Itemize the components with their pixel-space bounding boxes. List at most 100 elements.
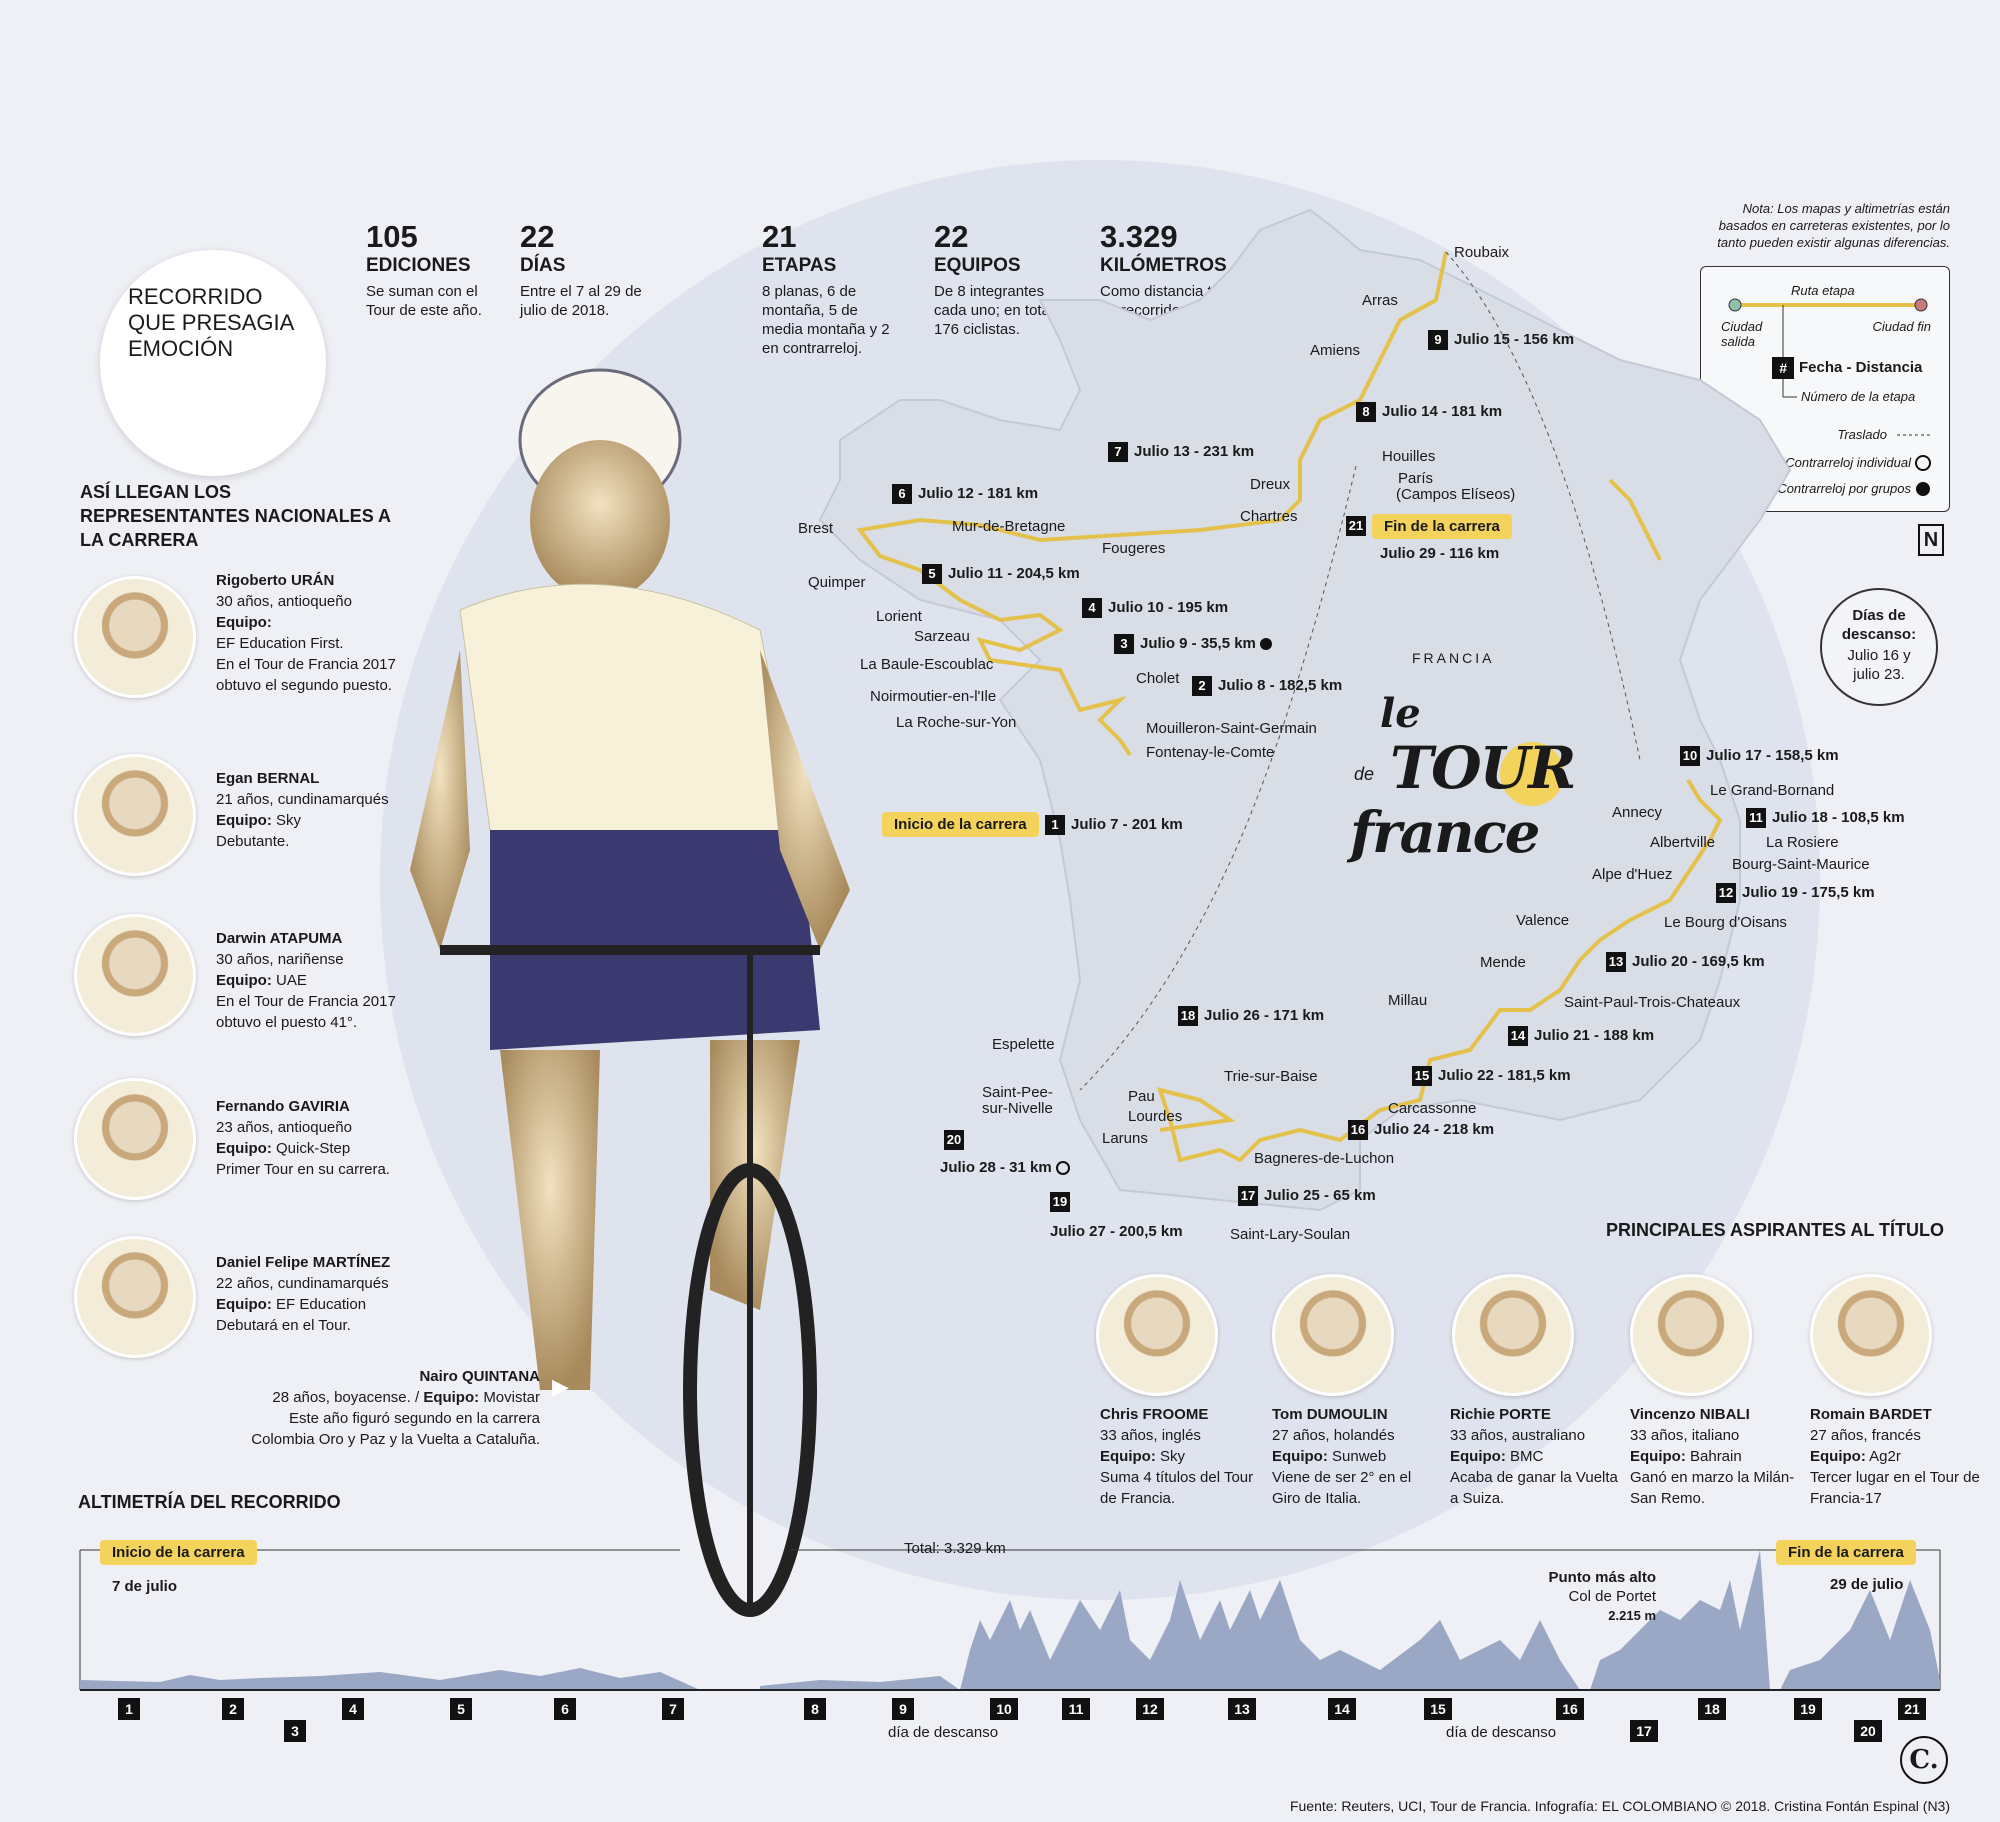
rider-age: 33 años, italiano	[1630, 1427, 1740, 1444]
rider-bardet: Romain BARDET 27 años, francés Equipo: A…	[1810, 1404, 1980, 1509]
rider-name: Vincenzo NIBALI	[1630, 1406, 1750, 1423]
stat-desc: De 8 integrantes cada uno; en total 176 …	[934, 283, 1054, 338]
stage-18-label: 18 Julio 26 - 171 km	[1178, 1006, 1325, 1027]
altimetry-stage-13: 13	[1228, 1698, 1256, 1720]
legend-team-tt: Contrarreloj por grupos	[1777, 481, 1911, 496]
rider-note: Tercer lugar en el Tour de Francia-17	[1810, 1469, 1980, 1507]
stage-number: 15	[1412, 1066, 1432, 1087]
rider-age: 22 años, cundinamarqués	[216, 1275, 389, 1292]
stage-number: 16	[1348, 1120, 1368, 1141]
stage-date: Julio 14 - 181 km	[1382, 403, 1503, 420]
stat-number: 21	[762, 219, 797, 254]
altimetry-stage-10: 10	[990, 1698, 1018, 1720]
rider-dumoulin: Tom DUMOULIN 27 años, holandés Equipo: S…	[1272, 1404, 1442, 1509]
city-label: Carcassonne	[1388, 1100, 1477, 1117]
rider-team-label: Equipo:	[216, 812, 272, 829]
city-label: Le Bourg d'Oisans	[1664, 914, 1787, 931]
stage-4-label: 4 Julio 10 - 195 km	[1082, 598, 1228, 619]
rider-team: EF Education	[276, 1296, 367, 1313]
stage-number: 18	[1178, 1006, 1198, 1027]
stat-label: KILÓMETROS	[1100, 255, 1227, 276]
stat-label: DÍAS	[520, 255, 566, 276]
country-label: FRANCIA	[1412, 650, 1495, 666]
arrow-right-icon: ▶	[552, 1374, 569, 1399]
stat-desc: 8 planas, 6 de montaña, 5 de media monta…	[762, 283, 890, 357]
stage-16-label: 16 Julio 24 - 218 km	[1348, 1120, 1494, 1141]
city-label: La Rosiere	[1766, 834, 1839, 851]
stage-7-label: 7 Julio 13 - 231 km	[1108, 442, 1255, 463]
stage-date: Julio 13 - 231 km	[1134, 443, 1255, 460]
altimetry-stage-17: 17	[1630, 1720, 1658, 1742]
avatar	[1096, 1274, 1218, 1396]
rider-age: 21 años, cundinamarqués	[216, 791, 389, 808]
legend-number-icon: #	[1772, 357, 1794, 379]
rider-note: Ganó en marzo la Milán-San Remo.	[1630, 1469, 1795, 1507]
altimetry-stage-9: 9	[892, 1698, 914, 1720]
city-label: Brest	[798, 520, 834, 537]
city-label: Saint-Lary-Soulan	[1230, 1226, 1351, 1243]
logo-tour: TOUR	[1390, 734, 1576, 802]
contenders-title: PRINCIPALES ASPIRANTES AL TÍTULO	[1606, 1220, 1945, 1240]
city-label: Annecy	[1612, 804, 1663, 821]
stage-date: Julio 19 - 175,5 km	[1742, 884, 1875, 901]
altimetry-stage-19: 19	[1794, 1698, 1822, 1720]
city-label: Sarzeau	[914, 628, 970, 645]
stage-number: 10	[1680, 746, 1700, 767]
stat-desc: Se suman con el Tour de este año.	[366, 283, 482, 319]
stage-14-label: 14 Julio 21 - 188 km	[1508, 1026, 1654, 1047]
stage-17-label: 17 Julio 25 - 65 km	[1238, 1186, 1376, 1207]
rider-name: Nairo QUINTANA	[419, 1368, 540, 1385]
altimetry-stage-20: 20	[1854, 1720, 1882, 1742]
legend-start: Ciudad salida	[1721, 319, 1763, 349]
avatar	[74, 914, 196, 1036]
rider-team: Movistar	[483, 1389, 540, 1406]
rest-days-title: Días de descanso:	[1841, 607, 1917, 643]
city-label: Houilles	[1382, 448, 1436, 465]
stage-number: 21	[1346, 516, 1366, 537]
city-label: Chartres	[1240, 508, 1298, 525]
city-label: Millau	[1388, 992, 1428, 1009]
city-label: La Baule-Escoublac	[860, 656, 994, 673]
rider-name: Egan BERNAL	[216, 770, 320, 787]
rider-bernal: Egan BERNAL 21 años, cundinamarqués Equi…	[216, 768, 416, 852]
stage-5-label: 5 Julio 11 - 204,5 km	[922, 564, 1080, 585]
rider-team: BMC	[1510, 1448, 1544, 1465]
city-label: Mouilleron-Saint-Germain	[1146, 720, 1317, 737]
legend-route: Ruta etapa	[1791, 283, 1855, 298]
city-label: Lorient	[876, 608, 922, 625]
cyclist-illustration	[410, 368, 850, 1617]
avatar	[74, 1236, 196, 1358]
rider-quintana: Nairo QUINTANA 28 años, boyacense. / Equ…	[236, 1366, 540, 1450]
stage-number: 2	[1192, 676, 1212, 697]
rider-team-label: Equipo:	[216, 1140, 272, 1157]
rider-nibali: Vincenzo NIBALI 33 años, italiano Equipo…	[1630, 1404, 1800, 1509]
stage-number: 20	[944, 1130, 964, 1151]
altimetry-stage-5: 5	[450, 1698, 472, 1720]
stat-number: 105	[366, 219, 418, 254]
team-time-trial-icon	[1260, 638, 1273, 651]
altimetry-alps-pyrenees	[960, 1580, 1580, 1690]
altimetry-start-date: 7 de julio	[112, 1578, 178, 1595]
avatar	[1452, 1274, 1574, 1396]
rider-note: Debutante.	[216, 833, 290, 850]
source-credit: Fuente: Reuters, UCI, Tour de Francia. I…	[1289, 1798, 1950, 1814]
altimetry-stage-21: 21	[1898, 1698, 1926, 1720]
logo-sun-icon	[1500, 742, 1564, 806]
tour-de-france-logo: le TOUR de france	[1340, 690, 1576, 880]
altimetry-stage-11: 11	[1062, 1698, 1090, 1720]
rider-name: Rigoberto URÁN	[216, 572, 335, 589]
rider-note: Primer Tour en su carrera.	[216, 1161, 390, 1178]
stat-etapas: 21 ETAPAS 8 planas, 6 de montaña, 5 de m…	[762, 220, 892, 358]
stage-date: Julio 26 - 171 km	[1204, 1007, 1325, 1024]
stage-date: Julio 28 - 31 km	[940, 1159, 1052, 1176]
rest-day-2: día de descanso	[1446, 1724, 1557, 1741]
rider-team-label: Equipo:	[1810, 1448, 1866, 1465]
altimetry-stage-12: 12	[1136, 1698, 1164, 1720]
rider-note: En el Tour de Francia 2017 obtuvo el seg…	[216, 656, 396, 694]
rider-team-label: Equipo:	[423, 1389, 480, 1406]
separator: /	[414, 1389, 420, 1406]
rider-team: Sunweb	[1332, 1448, 1387, 1465]
stat-label: EDICIONES	[366, 255, 471, 276]
altimetry-end-date: 29 de julio	[1830, 1576, 1904, 1593]
rider-team-label: Equipo:	[216, 1296, 272, 1313]
